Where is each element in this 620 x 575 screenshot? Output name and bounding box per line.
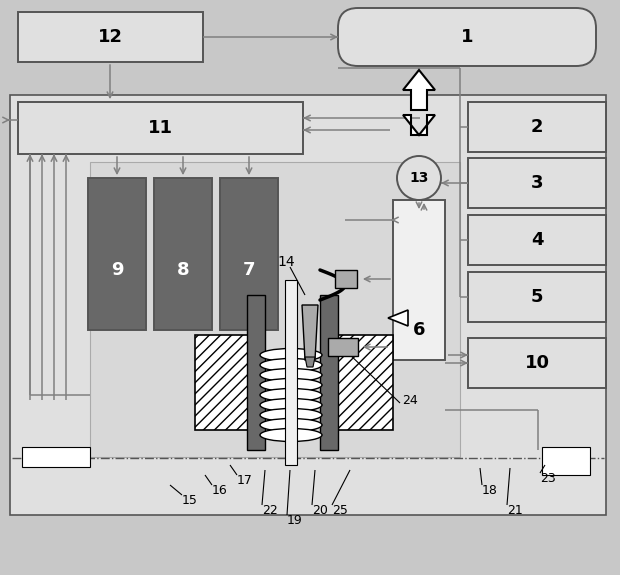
- Ellipse shape: [260, 378, 322, 392]
- Text: 7: 7: [243, 261, 255, 279]
- Bar: [468, 215, 606, 265]
- Polygon shape: [305, 357, 315, 367]
- Bar: [542, 447, 590, 475]
- Text: 14: 14: [277, 255, 295, 269]
- Text: 21: 21: [507, 504, 523, 516]
- Bar: [88, 178, 146, 330]
- Bar: [393, 200, 445, 360]
- Bar: [154, 178, 212, 330]
- Text: 22: 22: [262, 504, 278, 516]
- FancyBboxPatch shape: [338, 8, 596, 66]
- Polygon shape: [403, 115, 435, 135]
- Text: 18: 18: [482, 484, 498, 496]
- Text: 5: 5: [531, 288, 543, 306]
- Text: 20: 20: [312, 504, 328, 516]
- Bar: [468, 338, 606, 388]
- Text: 12: 12: [97, 28, 123, 46]
- Ellipse shape: [260, 419, 322, 431]
- Ellipse shape: [260, 348, 322, 362]
- Bar: [468, 272, 606, 322]
- Text: 17: 17: [237, 473, 253, 486]
- Text: 2: 2: [531, 118, 543, 136]
- Text: 24: 24: [402, 393, 418, 407]
- Text: 4: 4: [531, 231, 543, 249]
- Ellipse shape: [260, 398, 322, 412]
- Bar: [18, 12, 203, 62]
- Bar: [325, 335, 393, 430]
- Bar: [22, 447, 90, 467]
- Text: 3: 3: [531, 174, 543, 192]
- Text: 11: 11: [148, 119, 172, 137]
- Circle shape: [397, 156, 441, 200]
- Ellipse shape: [260, 428, 322, 442]
- Bar: [468, 158, 606, 208]
- Text: 23: 23: [540, 472, 556, 485]
- Polygon shape: [388, 310, 408, 326]
- Text: 8: 8: [177, 261, 189, 279]
- Text: 15: 15: [182, 493, 198, 507]
- Bar: [90, 162, 460, 457]
- Bar: [320, 295, 338, 450]
- Bar: [10, 95, 606, 515]
- Bar: [18, 102, 303, 154]
- Bar: [247, 295, 265, 450]
- Polygon shape: [302, 305, 318, 360]
- Text: 9: 9: [111, 261, 123, 279]
- Text: 25: 25: [332, 504, 348, 516]
- Bar: [335, 270, 357, 288]
- Bar: [468, 102, 606, 152]
- Ellipse shape: [260, 369, 322, 381]
- Polygon shape: [403, 70, 435, 110]
- Text: 13: 13: [409, 171, 428, 185]
- Ellipse shape: [260, 358, 322, 371]
- Bar: [195, 335, 263, 430]
- Text: 1: 1: [461, 28, 473, 46]
- Text: 16: 16: [212, 484, 228, 496]
- Bar: [285, 280, 297, 465]
- Text: 19: 19: [287, 513, 303, 527]
- Ellipse shape: [260, 389, 322, 401]
- Bar: [220, 178, 278, 330]
- Text: 6: 6: [413, 321, 425, 339]
- Ellipse shape: [260, 408, 322, 421]
- Text: 10: 10: [525, 354, 549, 372]
- Bar: [328, 338, 358, 356]
